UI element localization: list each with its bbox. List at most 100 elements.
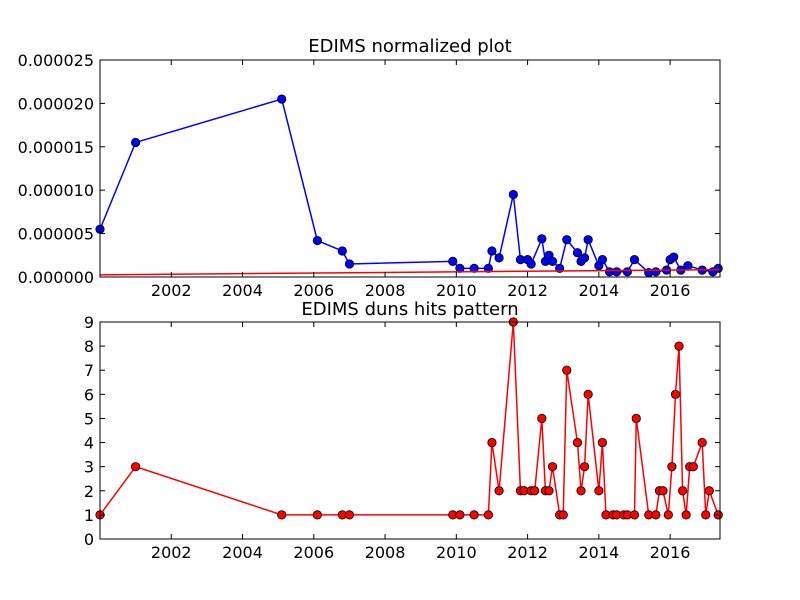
ticks-layer-normalized: 2002 2004 2006 2008 2010 2012 2014 2016 0.000000…: [18, 51, 720, 300]
data-point: [469, 510, 479, 520]
data-point: [131, 137, 141, 148]
chart-title-normalized: EDIMS normalized plot: [308, 36, 511, 57]
x-tick-label: 2002: [151, 281, 192, 300]
data-point: [277, 94, 287, 104]
y-tick-label: 3: [84, 458, 94, 477]
y-tick-label: 0: [84, 530, 94, 549]
data-point: [622, 267, 632, 277]
data-point: [537, 234, 547, 244]
data-point: [337, 246, 347, 256]
data-point: [562, 235, 572, 245]
y-tick-label: 1: [84, 506, 94, 525]
chart-title-duns-hits: EDIMS duns hits pattern: [301, 299, 518, 320]
data-point: [277, 510, 287, 520]
data-point: [701, 510, 711, 520]
data-point: [597, 255, 608, 265]
x-tick-label: 2006: [293, 543, 334, 562]
x-tick-label: 2012: [507, 543, 548, 562]
data-point: [494, 486, 504, 496]
data-point: [312, 510, 322, 520]
data-point: [544, 486, 554, 496]
x-tick-label: 2002: [151, 543, 192, 562]
data-point: [344, 259, 355, 269]
x-tick-label: 2008: [365, 543, 406, 562]
data-point: [131, 462, 141, 472]
data-point: [674, 341, 684, 351]
data-point: [669, 252, 679, 262]
data-point: [629, 255, 640, 265]
data-point: [683, 261, 693, 271]
x-tick-label: 2006: [293, 281, 334, 300]
x-tick-label: 2010: [436, 543, 477, 562]
y-tick-label: 0.000015: [18, 138, 94, 157]
x-tick-label: 2014: [578, 543, 619, 562]
x-tick-label: 2014: [578, 281, 619, 300]
x-tick-label: 2010: [436, 281, 477, 300]
data-point: [658, 486, 668, 496]
data-point: [677, 486, 688, 496]
data-point: [629, 510, 640, 520]
y-tick-label: 8: [84, 337, 94, 356]
data-point: [670, 389, 681, 399]
data-point: [572, 437, 583, 448]
data-point: [469, 263, 479, 273]
data-point: [594, 486, 604, 496]
chart-duns-hits: EDIMS duns hits pattern 2002 2004 2006 2008…: [84, 299, 723, 562]
data-point: [713, 263, 723, 273]
ticks-layer-duns-hits: 2002 2004 2006 2008 2010 2012 2014 2016 0 1 2 3 4 5 6 7…: [84, 313, 720, 562]
data-point: [448, 256, 458, 266]
y-tick-label: 4: [84, 434, 94, 453]
data-point: [530, 486, 540, 496]
data-point: [562, 365, 572, 375]
data-point: [688, 462, 698, 472]
y-tick-label: 0.000000: [18, 268, 94, 287]
chart-normalized: EDIMS normalized plot 2002 2004 2006 2008 20…: [18, 36, 723, 300]
x-tick-label: 2004: [222, 281, 263, 300]
series-layer-normalized: [95, 94, 723, 278]
data-point: [344, 510, 355, 520]
series-line-0-1: [99, 268, 721, 276]
data-point: [697, 437, 707, 448]
data-point: [704, 486, 714, 496]
axes-frame-normalized: [99, 59, 721, 278]
axes-frame-duns-hits: [99, 321, 721, 540]
data-point: [583, 389, 593, 399]
data-point: [547, 256, 558, 266]
data-point: [312, 235, 322, 246]
data-point: [508, 189, 518, 200]
data-point: [547, 462, 558, 472]
y-tick-label: 7: [84, 361, 94, 380]
x-tick-label: 2012: [507, 281, 548, 300]
data-point: [483, 510, 493, 520]
y-tick-label: 0.000010: [18, 181, 94, 200]
data-point: [612, 267, 622, 277]
x-tick-label: 2008: [365, 281, 406, 300]
data-point: [455, 510, 465, 520]
y-tick-label: 0.000020: [18, 94, 94, 113]
data-point: [572, 248, 583, 258]
data-point: [631, 413, 641, 424]
data-point: [651, 510, 661, 520]
data-point: [579, 462, 590, 472]
y-tick-label: 0.000025: [18, 51, 94, 70]
data-point: [579, 253, 590, 263]
data-point: [487, 246, 497, 256]
data-point: [576, 486, 586, 496]
y-tick-label: 9: [84, 313, 94, 332]
x-tick-label: 2016: [650, 543, 691, 562]
x-tick-label: 2004: [222, 543, 263, 562]
y-tick-label: 6: [84, 385, 94, 404]
series-layer-duns-hits: [95, 317, 723, 520]
x-tick-label: 2016: [650, 281, 691, 300]
data-point: [526, 259, 536, 269]
data-point: [558, 510, 568, 520]
data-point: [537, 413, 547, 424]
data-point: [597, 437, 608, 448]
y-tick-label: 5: [84, 409, 94, 428]
data-point: [663, 510, 673, 520]
data-point: [651, 267, 661, 277]
y-tick-label: 0.000005: [18, 225, 94, 244]
data-point: [487, 437, 497, 448]
